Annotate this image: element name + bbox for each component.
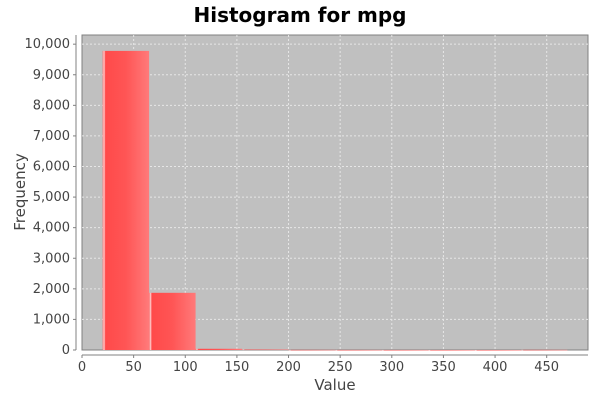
y-tick-label: 5,000 bbox=[33, 190, 70, 205]
y-ticks: 0 1,000 2,000 3,000 4,000 5,000 6,000 7,000 8,00… bbox=[25, 37, 76, 358]
x-tick-label: 350 bbox=[431, 360, 456, 375]
bars-layer bbox=[102, 50, 568, 351]
histogram-bar bbox=[520, 349, 568, 351]
y-tick-label: 8,000 bbox=[33, 98, 70, 113]
histogram-bar bbox=[195, 348, 243, 350]
y-tick-label: 7,000 bbox=[33, 129, 70, 144]
x-tick-label: 450 bbox=[534, 360, 559, 375]
x-axis-title: Value bbox=[314, 376, 355, 394]
y-tick-label: 4,000 bbox=[33, 221, 70, 236]
y-tick-label: 9,000 bbox=[33, 68, 70, 83]
x-tick-label: 100 bbox=[173, 360, 198, 375]
histogram-bar bbox=[102, 50, 150, 350]
y-tick-label: 3,000 bbox=[33, 251, 70, 266]
y-tick-label: 0 bbox=[62, 343, 70, 358]
x-tick-label: 150 bbox=[224, 360, 249, 375]
grid-layer bbox=[82, 35, 588, 350]
y-axis-title: Frequency bbox=[11, 153, 29, 231]
histogram-bar bbox=[288, 349, 335, 351]
histogram-bar bbox=[474, 349, 521, 351]
x-ticks: 0 50 100 150 200 250 300 350 400 450 bbox=[78, 355, 559, 375]
y-tick-label: 2,000 bbox=[33, 282, 70, 297]
x-tick-label: 50 bbox=[125, 360, 142, 375]
chart-title: Histogram for mpg bbox=[193, 3, 406, 27]
histogram-bar bbox=[242, 349, 289, 351]
y-tick-label: 1,000 bbox=[33, 312, 70, 327]
x-tick-label: 0 bbox=[78, 360, 86, 375]
x-tick-label: 300 bbox=[379, 360, 404, 375]
x-tick-label: 400 bbox=[483, 360, 508, 375]
histogram-bar bbox=[427, 349, 475, 351]
y-tick-label: 6,000 bbox=[33, 160, 70, 175]
histogram-bar bbox=[381, 349, 428, 351]
x-tick-label: 200 bbox=[276, 360, 301, 375]
histogram-bar bbox=[149, 292, 196, 350]
y-tick-label: 10,000 bbox=[25, 37, 71, 52]
axes-layer bbox=[75, 35, 588, 356]
histogram-bar bbox=[335, 349, 382, 351]
x-tick-label: 250 bbox=[328, 360, 353, 375]
